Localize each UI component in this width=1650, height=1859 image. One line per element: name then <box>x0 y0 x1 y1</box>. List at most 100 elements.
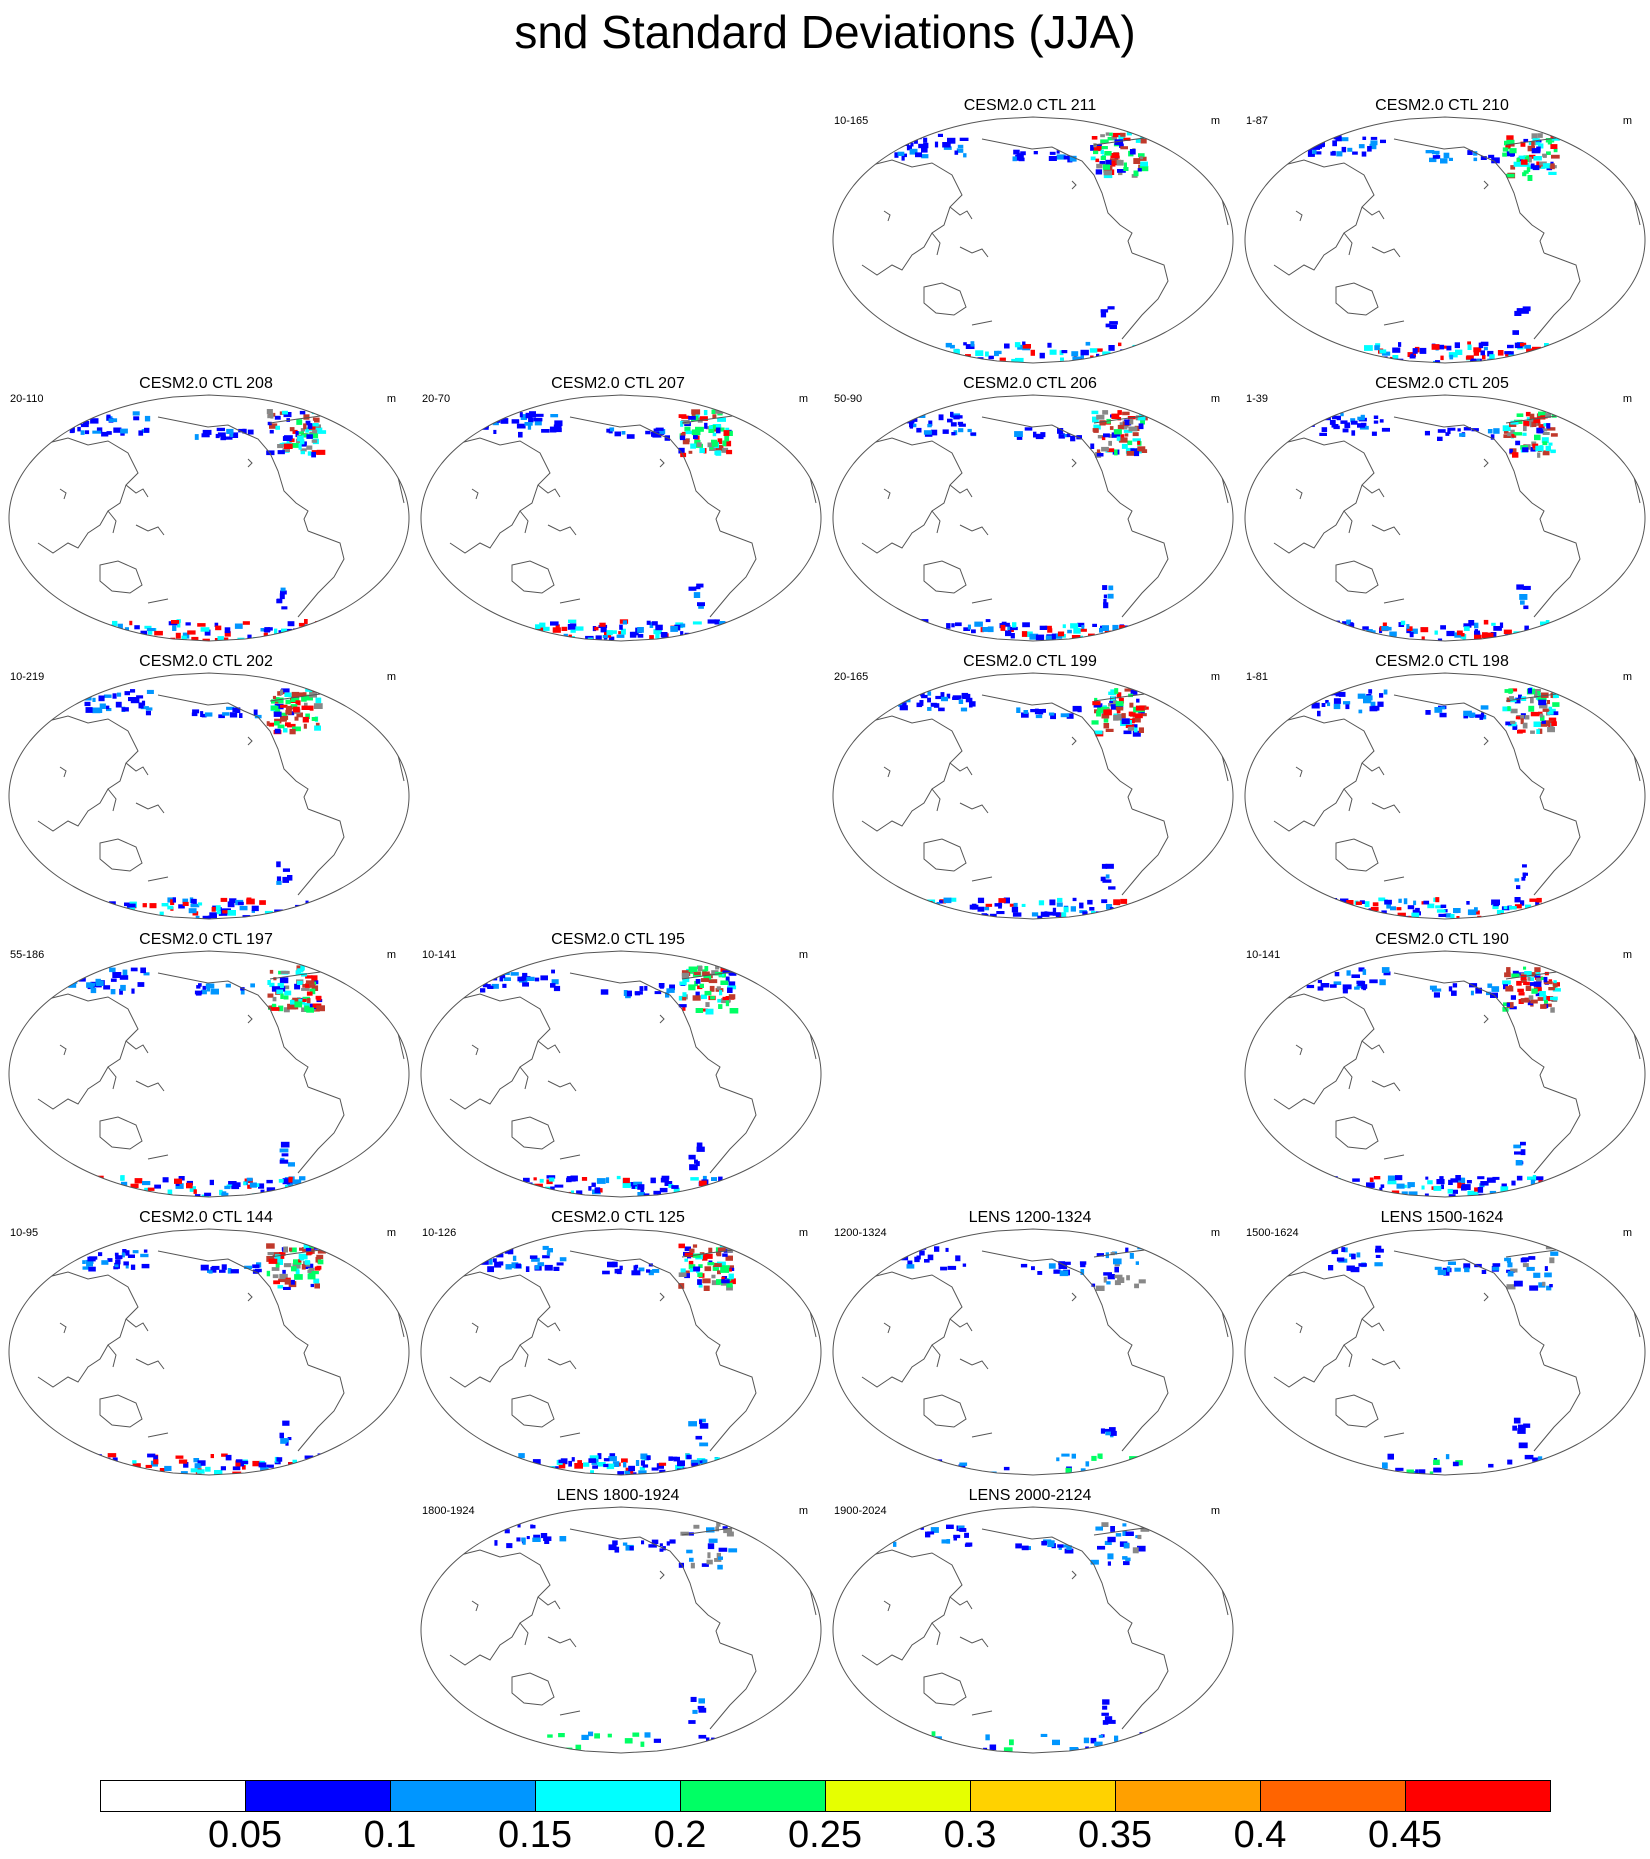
snow-cell <box>149 1472 157 1475</box>
snow-cell <box>1492 904 1499 910</box>
snow-cell <box>921 694 928 699</box>
snow-cell <box>1108 886 1116 890</box>
snow-cell <box>1467 344 1472 350</box>
snow-cell <box>251 905 259 912</box>
snow-cell <box>521 976 531 981</box>
colorbar-tick-label: 0.25 <box>788 1814 862 1856</box>
coastline <box>1371 246 1401 258</box>
snow-cell <box>520 414 527 420</box>
snow-cell <box>191 712 198 717</box>
snow-cell <box>1516 308 1525 314</box>
snow-cell <box>526 976 535 981</box>
snow-cell <box>1492 1266 1500 1271</box>
snow-cell <box>1517 730 1523 734</box>
coastline <box>1121 1364 1169 1452</box>
snow-cell <box>1129 906 1133 911</box>
snow-cell <box>1520 900 1525 906</box>
snow-cell <box>1122 1556 1128 1560</box>
snow-cell <box>1561 907 1569 913</box>
snow-cell <box>273 711 282 717</box>
snow-cell <box>1347 1185 1357 1189</box>
snow-cell <box>215 433 220 439</box>
snow-cell <box>246 898 255 905</box>
snow-cell <box>99 703 106 709</box>
snow-cell <box>965 1542 973 1547</box>
snow-cell <box>1092 623 1097 627</box>
snow-cell <box>533 1177 537 1181</box>
snow-cell <box>194 990 203 995</box>
coastline <box>511 560 555 594</box>
snow-cell <box>1013 149 1020 155</box>
snow-cell <box>1396 907 1402 911</box>
snow-cell <box>112 1457 118 1462</box>
snow-cell <box>705 1008 714 1015</box>
snow-cell <box>313 1458 323 1464</box>
snow-cell <box>1090 443 1095 449</box>
snow-cell <box>637 634 644 638</box>
snow-cell <box>80 430 85 435</box>
snow-cell <box>1039 352 1045 359</box>
snow-cell <box>722 996 729 1000</box>
snow-cell <box>679 981 687 986</box>
snow-cell <box>1544 720 1554 727</box>
snow-cell <box>1389 631 1397 637</box>
snow-cell <box>895 412 904 418</box>
snow-cell <box>975 350 984 356</box>
snow-cell <box>1123 162 1127 169</box>
snow-cell <box>1090 1737 1097 1744</box>
snow-cell <box>576 1190 583 1195</box>
snow-cell <box>1378 636 1386 640</box>
snow-cell <box>1535 1176 1544 1181</box>
snow-cell <box>655 427 664 431</box>
snow-cell <box>540 626 550 631</box>
snow-cell <box>596 1178 606 1184</box>
snow-cell <box>121 1252 125 1258</box>
snow-cell <box>337 1186 342 1192</box>
snow-cell <box>1542 708 1549 712</box>
snow-cell <box>1448 1179 1453 1185</box>
robinson-map <box>8 394 410 642</box>
snow-cell <box>1011 358 1019 363</box>
snow-cell <box>699 1008 708 1012</box>
snow-cell <box>216 911 221 915</box>
snow-cell <box>1527 145 1535 152</box>
snow-cell <box>1507 1262 1513 1268</box>
snow-cell <box>899 1526 908 1530</box>
snow-cell <box>112 693 117 699</box>
snow-cell <box>1016 707 1021 713</box>
snow-cell <box>1120 630 1125 637</box>
snow-cell <box>1128 1462 1135 1467</box>
panel-title: CESM2.0 CTL 190 <box>1375 931 1509 948</box>
snow-cell <box>608 636 615 640</box>
robinson-map <box>420 394 822 642</box>
snow-cell <box>512 1459 519 1463</box>
snow-cell <box>1115 1533 1122 1537</box>
snow-cell <box>1509 916 1516 919</box>
snow-cell <box>316 1188 324 1193</box>
coastline <box>1343 510 1353 534</box>
snow-cell <box>1474 632 1481 636</box>
snow-cell <box>626 990 632 997</box>
snow-cell <box>1081 625 1085 631</box>
snow-cell <box>1513 1280 1523 1287</box>
snow-cell <box>1545 413 1551 418</box>
snow-cell <box>1116 709 1121 714</box>
snow-cell <box>1516 584 1524 590</box>
snow-cell <box>660 1177 669 1183</box>
snow-cell <box>1520 1149 1526 1156</box>
snow-cell <box>1090 145 1096 151</box>
snow-cell <box>1146 1472 1152 1475</box>
snow-cell <box>1446 345 1452 351</box>
snow-cell <box>1022 344 1031 349</box>
snow-cell <box>1375 1245 1382 1250</box>
snow-cell <box>1535 901 1540 907</box>
snow-cell <box>499 1179 505 1185</box>
coastline <box>27 993 139 1110</box>
snow-cell <box>603 1463 609 1468</box>
snow-cell <box>542 1255 550 1259</box>
snow-cell <box>1087 899 1093 905</box>
snow-cell <box>1107 136 1115 141</box>
snow-cell <box>1096 453 1104 457</box>
snow-cell <box>1528 1256 1536 1260</box>
snow-cell <box>1433 897 1437 902</box>
